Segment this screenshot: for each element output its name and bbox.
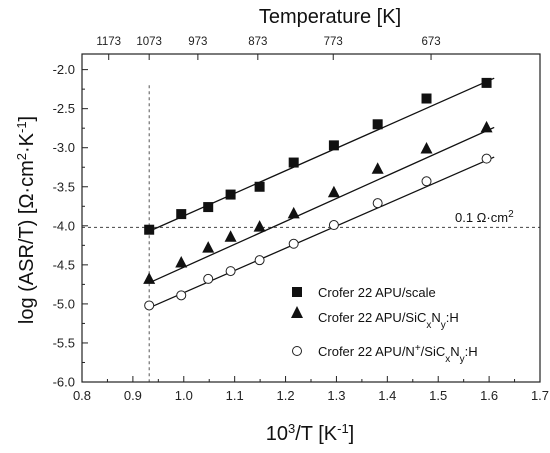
tick-labels: 0.8 0.9 1.0 1.1 1.2 1.3 1.4 1.5 1.6 1.7 -2.0 -2.5 -3…: [53, 36, 549, 403]
y-tick-label: -2.5: [53, 101, 75, 116]
data-markers: [143, 77, 493, 311]
triangle-marker: [175, 256, 188, 268]
x-tick-label: 1.4: [378, 388, 396, 403]
triangle-marker: [202, 241, 215, 253]
square-marker: [176, 209, 187, 220]
y-tick-label: -3.5: [53, 179, 75, 194]
reference-lines: [82, 85, 540, 382]
square-marker: [421, 93, 432, 104]
circle-marker: [176, 290, 187, 301]
circle-marker: [225, 266, 236, 277]
x-tick-label: 1.7: [531, 388, 549, 403]
x-tick-label: 1.5: [429, 388, 447, 403]
square-marker: [254, 181, 265, 192]
reference-label: 0.1 Ω·cm2: [455, 209, 514, 226]
legend-marker-triangle: [291, 306, 303, 318]
x-tick-label: 1.2: [277, 388, 295, 403]
circle-marker: [421, 176, 432, 187]
circle-marker: [254, 255, 265, 266]
x-title-sup2: -1: [337, 421, 349, 436]
x-tick-label: 0.8: [73, 388, 91, 403]
square-marker: [203, 202, 214, 213]
triangle-marker: [327, 185, 340, 198]
circle-marker: [288, 238, 299, 249]
y-tick-label: -4.0: [53, 218, 75, 233]
legend-marker-square: [292, 287, 302, 297]
triangle-marker: [224, 230, 237, 242]
y-tick-label: -5.5: [53, 335, 75, 350]
triangle-marker: [420, 141, 433, 154]
y-tick-label: -5.0: [53, 296, 75, 311]
legend-marker-circle: [292, 346, 302, 356]
x-tick-label: 1.1: [226, 388, 244, 403]
y-tick-label: -4.5: [53, 257, 75, 272]
x-title-sup: 3: [288, 421, 295, 436]
top-tick-label: 873: [248, 36, 267, 48]
square-marker: [144, 224, 155, 235]
x-tick-label: 1.6: [480, 388, 498, 403]
circle-marker: [144, 300, 155, 311]
x-tick-label: 1.3: [327, 388, 345, 403]
triangle-marker: [480, 120, 493, 133]
x-tick-label: 0.9: [124, 388, 142, 403]
fit-lines: [148, 77, 495, 309]
plot-frame: [81, 53, 541, 383]
x-tick-label: 1.0: [175, 388, 193, 403]
legend: Crofer 22 APU/scale Crofer 22 APU/SiCxNy…: [291, 285, 478, 365]
top-tick-label: 673: [421, 36, 440, 48]
legend-label-scale: Crofer 22 APU/scale: [318, 285, 436, 300]
square-marker: [328, 140, 339, 151]
y-tick-label: -3.0: [53, 140, 75, 155]
circle-marker: [372, 198, 383, 209]
y-axis-title: log (ASR/T) [Ω·cm2·K-1]: [14, 116, 39, 324]
triangle-marker: [287, 206, 300, 219]
square-marker: [372, 119, 383, 130]
x-axis-title: 103/T [K-1]: [266, 421, 354, 446]
square-marker: [481, 77, 492, 88]
legend-label-n-sicn: Crofer 22 APU/N+/SiCxNy:H: [318, 343, 478, 365]
square-marker: [288, 157, 299, 168]
fit-line-triangle: [148, 126, 495, 284]
legend-label-sicn: Crofer 22 APU/SiCxNy:H: [318, 310, 459, 331]
top-tick-label: 1173: [96, 36, 121, 48]
y-tick-label: -2.0: [53, 62, 75, 77]
fit-line-square: [148, 77, 495, 232]
circle-marker: [481, 153, 492, 164]
y-tick-label: -6.0: [53, 375, 75, 390]
triangle-marker: [253, 220, 266, 232]
circle-marker: [328, 220, 339, 231]
triangle-marker: [143, 272, 156, 284]
triangle-marker: [371, 162, 384, 174]
top-tick-label: 773: [324, 36, 343, 48]
top-tick-label: 1073: [136, 36, 162, 48]
circle-marker: [203, 273, 214, 284]
top-tick-label: 973: [188, 36, 207, 48]
square-marker: [225, 189, 236, 200]
top-axis-title: Temperature [K]: [259, 6, 401, 28]
